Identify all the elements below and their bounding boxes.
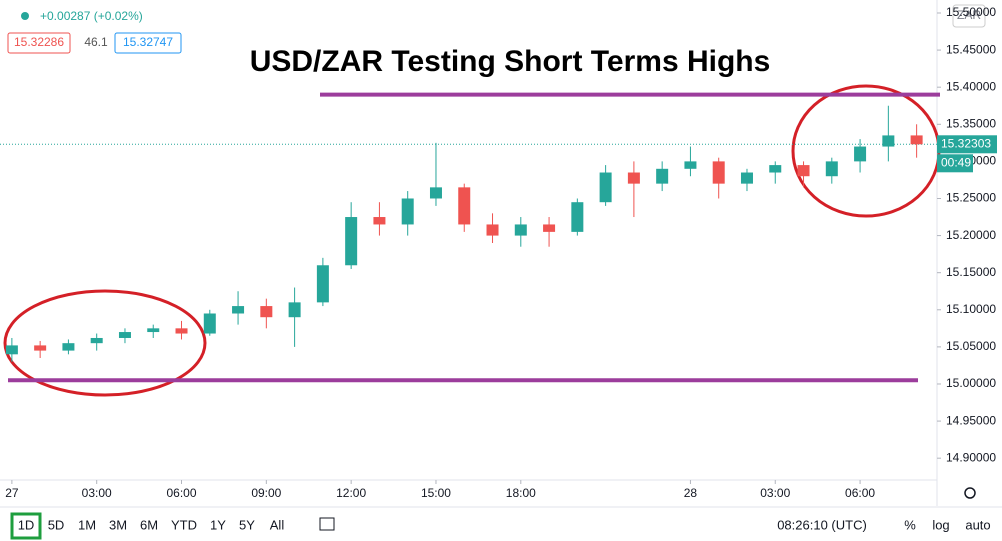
- ask-price[interactable]: 15.32747: [123, 35, 173, 49]
- candle-body: [712, 161, 725, 184]
- settings-icon[interactable]: [964, 487, 976, 499]
- candle-body: [288, 302, 301, 318]
- x-tick-label: 28: [684, 486, 698, 500]
- y-tick-label: 15.00000: [946, 376, 996, 390]
- bid-price[interactable]: 15.32286: [14, 35, 64, 49]
- range-button[interactable]: 1Y: [210, 517, 226, 532]
- candle-body: [175, 328, 188, 334]
- x-tick-label: 06:00: [166, 486, 196, 500]
- candle-body: [882, 135, 895, 147]
- change-label: +0.00287 (+0.02%): [40, 9, 143, 23]
- candle-body: [543, 224, 556, 232]
- candle-body: [684, 161, 697, 169]
- clock: 08:26:10 (UTC): [777, 517, 867, 532]
- range-button[interactable]: All: [270, 517, 285, 532]
- y-tick-label: 15.35000: [946, 116, 996, 130]
- date-range-icon[interactable]: [319, 517, 335, 531]
- range-button[interactable]: 6M: [140, 517, 158, 532]
- candle-body: [429, 187, 442, 199]
- spread: 46.1: [84, 35, 108, 49]
- x-tick-label: 09:00: [251, 486, 281, 500]
- candle-body: [147, 328, 160, 333]
- last-price-label: 15.32303: [941, 136, 991, 150]
- range-button[interactable]: 5Y: [239, 517, 255, 532]
- range-button[interactable]: 1M: [78, 517, 96, 532]
- range-button[interactable]: YTD: [171, 517, 197, 532]
- candle-body: [232, 306, 245, 314]
- candle-body: [571, 202, 584, 232]
- y-tick-label: 15.50000: [946, 5, 996, 19]
- y-tick-label: 14.95000: [946, 413, 996, 427]
- candle-body: [316, 265, 329, 303]
- range-button[interactable]: 1D: [18, 517, 35, 532]
- candle-body: [90, 337, 103, 344]
- candle-body: [34, 345, 47, 351]
- y-tick-label: 15.15000: [946, 265, 996, 279]
- candle-body: [627, 172, 640, 184]
- currency-button[interactable]: [952, 4, 986, 28]
- x-tick-label: 18:00: [506, 486, 536, 500]
- candle-body: [260, 306, 273, 318]
- scale-option[interactable]: auto: [965, 517, 990, 532]
- candle-body: [118, 332, 131, 338]
- candle-body: [62, 343, 75, 351]
- candle-body: [373, 217, 386, 225]
- candle-body: [740, 172, 753, 184]
- candle-body: [345, 217, 358, 266]
- range-button[interactable]: 3M: [109, 517, 127, 532]
- candle-body: [854, 146, 867, 162]
- candle-body: [797, 165, 810, 177]
- y-tick-label: 15.40000: [946, 79, 996, 93]
- x-tick-label: 03:00: [82, 486, 112, 500]
- countdown-tag: [937, 154, 973, 173]
- candle-body: [486, 224, 499, 236]
- candle-body: [458, 187, 471, 225]
- scale-option[interactable]: %: [904, 517, 916, 532]
- active-range-box[interactable]: [10, 512, 42, 540]
- x-tick-label: 27: [5, 486, 19, 500]
- y-tick-label: 15.10000: [946, 302, 996, 316]
- chart-title: USD/ZAR Testing Short Terms Highs: [250, 45, 771, 78]
- candle-body: [401, 198, 414, 225]
- y-tick-label: 15.05000: [946, 339, 996, 353]
- candle-body: [599, 172, 612, 203]
- candle-body: [825, 161, 838, 177]
- range-button[interactable]: 5D: [48, 517, 65, 532]
- status-dot: [21, 12, 29, 20]
- y-tick-label: 15.45000: [946, 42, 996, 56]
- sell-box[interactable]: [7, 32, 71, 54]
- countdown-label: 00:49: [941, 155, 971, 169]
- buy-box[interactable]: [114, 32, 182, 54]
- candle-body: [769, 165, 782, 173]
- y-tick-label: 15.25000: [946, 191, 996, 205]
- last-price-tag: [937, 135, 997, 154]
- scale-option[interactable]: log: [932, 517, 949, 532]
- x-tick-label: 06:00: [845, 486, 875, 500]
- x-tick-label: 12:00: [336, 486, 366, 500]
- currency-label[interactable]: ZAR: [957, 8, 981, 22]
- candle-body: [656, 168, 669, 184]
- y-tick-label: 14.90000: [946, 450, 996, 464]
- candle-body: [514, 224, 527, 236]
- candle-body: [203, 313, 216, 334]
- y-tick-label: 15.20000: [946, 228, 996, 242]
- candle-body: [910, 135, 923, 145]
- highlight-circle: [3, 289, 207, 397]
- candle-body: [5, 345, 18, 355]
- x-tick-label: 15:00: [421, 486, 451, 500]
- x-tick-label: 03:00: [760, 486, 790, 500]
